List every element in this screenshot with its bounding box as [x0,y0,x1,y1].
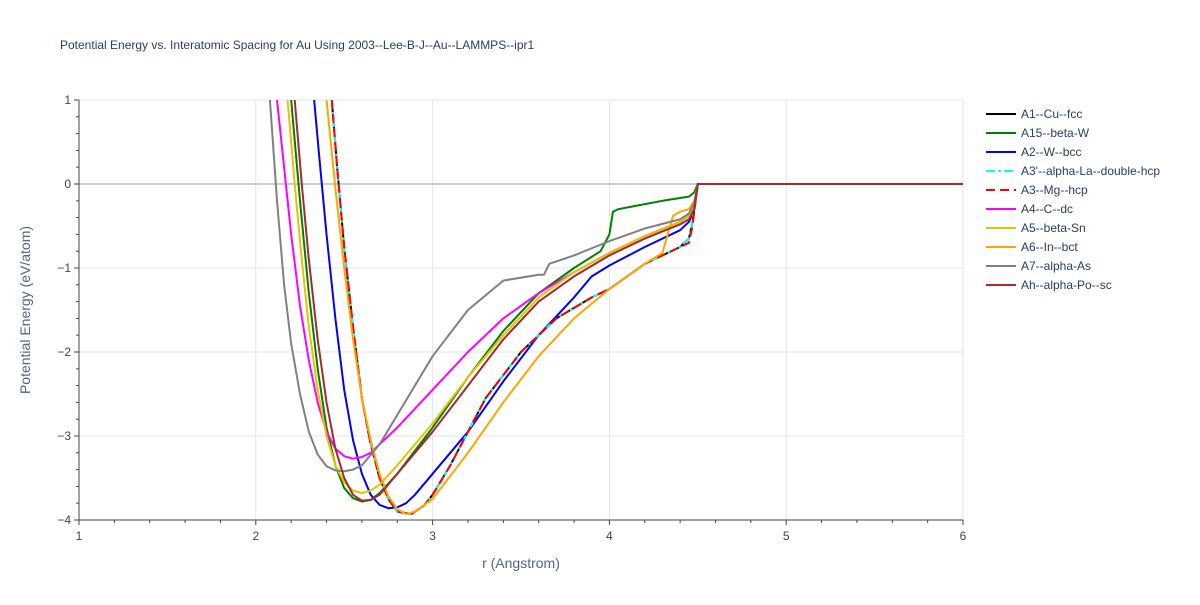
series-line [276,100,963,460]
legend-label: A4--C--dc [1021,202,1073,216]
series-line [313,100,963,510]
series-line [325,100,963,516]
y-axis-title: Potential Energy (eV/atom) [17,226,33,394]
axes [74,99,964,525]
legend-label: A3--Mg--hcp [1021,183,1088,197]
series-lines [268,100,963,516]
x-tick-label: 3 [429,529,436,543]
series-line [286,100,963,495]
legend-label: A15--beta-W [1021,126,1090,140]
chart-title: Potential Energy vs. Interatomic Spacing… [60,38,535,52]
legend-item[interactable]: A15--beta-W [986,126,1090,140]
legend-label: A3'--alpha-La--double-hcp [1021,164,1160,178]
x-tick-label: 4 [606,529,613,543]
legend-label: A2--W--bcc [1021,145,1081,159]
y-tick-labels: 1 0 −1 −2 −3 −4 [57,93,71,527]
legend-label: A7--alpha-As [1021,259,1091,273]
series-line [330,100,963,516]
legend-item[interactable]: A7--alpha-As [986,259,1091,273]
y-tick-label: −4 [57,513,71,527]
grid-lines [79,99,964,520]
legend-label: A1--Cu--fcc [1021,107,1082,121]
legend-label: Ah--alpha-Po--sc [1021,278,1112,292]
series-line [330,100,963,516]
series-line [268,100,963,473]
legend-label: A5--beta-Sn [1021,221,1086,235]
series-line [293,100,963,502]
x-tick-label: 2 [252,529,259,543]
legend-item[interactable]: A3--Mg--hcp [986,183,1088,197]
legend-item[interactable]: A3'--alpha-La--double-hcp [986,164,1160,178]
y-tick-label: −2 [57,345,71,359]
series-line [290,100,963,503]
legend-label: A6--In--bct [1021,240,1078,254]
series-line [330,100,963,516]
x-tick-label: 6 [960,529,967,543]
x-axis-title: r (Angstrom) [482,555,560,571]
legend-item[interactable]: A5--beta-Sn [986,221,1086,235]
legend-item[interactable]: A1--Cu--fcc [986,107,1082,121]
legend-item[interactable]: Ah--alpha-Po--sc [986,278,1112,292]
y-tick-label: 0 [64,177,71,191]
legend-item[interactable]: A4--C--dc [986,202,1073,216]
y-tick-label: 1 [64,93,71,107]
y-tick-label: −3 [57,429,71,443]
y-tick-label: −1 [57,261,71,275]
x-tick-labels: 1 2 3 4 5 6 [76,529,967,543]
legend[interactable]: A1--Cu--fcc A15--beta-W A2--W--bcc A3'--alp… [986,107,1160,292]
legend-item[interactable]: A6--In--bct [986,240,1078,254]
x-tick-label: 5 [783,529,790,543]
x-tick-label: 1 [76,529,83,543]
legend-item[interactable]: A2--W--bcc [986,145,1081,159]
